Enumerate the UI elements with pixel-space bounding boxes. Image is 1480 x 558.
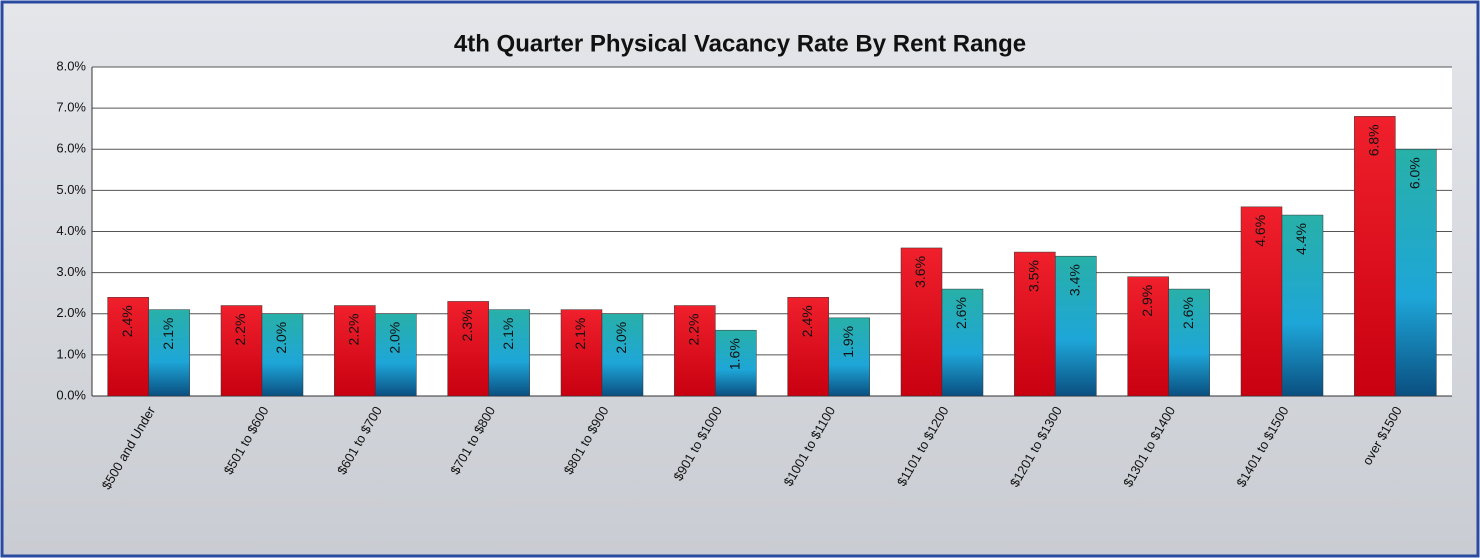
value-label: 3.6%: [912, 256, 928, 288]
y-tick-label: 1.0%: [56, 346, 86, 361]
bar: [107, 297, 149, 397]
bar: [1240, 206, 1283, 397]
bar: [1281, 214, 1324, 397]
value-label: 2.1%: [500, 318, 516, 350]
bar: [715, 329, 757, 397]
bar: [447, 301, 489, 397]
value-label: 2.4%: [799, 305, 815, 337]
value-label: 6.8%: [1366, 124, 1382, 156]
bar: [1055, 255, 1097, 397]
bar: [488, 309, 530, 397]
value-label: 4.6%: [1252, 215, 1268, 247]
bar: [148, 309, 190, 397]
value-label: 4.4%: [1293, 223, 1309, 255]
value-label: 6.0%: [1407, 157, 1423, 189]
value-label: 2.2%: [686, 314, 702, 346]
value-label: 2.0%: [273, 322, 289, 354]
value-label: 2.3%: [459, 309, 475, 341]
y-tick-label: 2.0%: [56, 305, 86, 320]
chart-title: 4th Quarter Physical Vacancy Rate By Ren…: [454, 30, 1026, 57]
value-label: 2.4%: [119, 305, 135, 337]
y-tick-label: 7.0%: [56, 100, 86, 115]
bar: [1395, 149, 1437, 397]
value-label: 2.1%: [160, 318, 176, 350]
value-label: 2.9%: [1139, 285, 1155, 317]
y-tick-label: 5.0%: [56, 182, 86, 197]
bar: [261, 313, 304, 397]
bar: [828, 317, 870, 397]
y-tick-label: 0.0%: [56, 387, 86, 402]
value-label: 2.2%: [232, 314, 248, 346]
bar: [1354, 116, 1396, 397]
bar: [1127, 276, 1169, 397]
value-label: 2.1%: [572, 318, 588, 350]
value-label: 1.6%: [727, 338, 743, 370]
bar: [560, 309, 603, 397]
value-label: 2.6%: [1180, 297, 1196, 329]
y-tick-label: 6.0%: [56, 141, 86, 156]
bar: [1168, 288, 1210, 397]
bar: [941, 288, 984, 397]
bar: [900, 247, 943, 397]
value-label: 3.5%: [1026, 260, 1042, 292]
bar: [674, 305, 716, 397]
y-tick-label: 3.0%: [56, 264, 86, 279]
value-label: 1.9%: [840, 326, 856, 358]
value-label: 3.4%: [1067, 264, 1083, 296]
bar: [375, 313, 417, 397]
value-label: 2.6%: [953, 297, 969, 329]
value-label: 2.0%: [613, 322, 629, 354]
bar: [334, 305, 376, 397]
bar: [601, 313, 644, 397]
value-label: 2.2%: [346, 314, 362, 346]
y-tick-label: 8.0%: [56, 58, 86, 73]
bar: [1014, 251, 1056, 397]
y-tick-label: 4.0%: [56, 223, 86, 238]
value-label: 2.0%: [387, 322, 403, 354]
